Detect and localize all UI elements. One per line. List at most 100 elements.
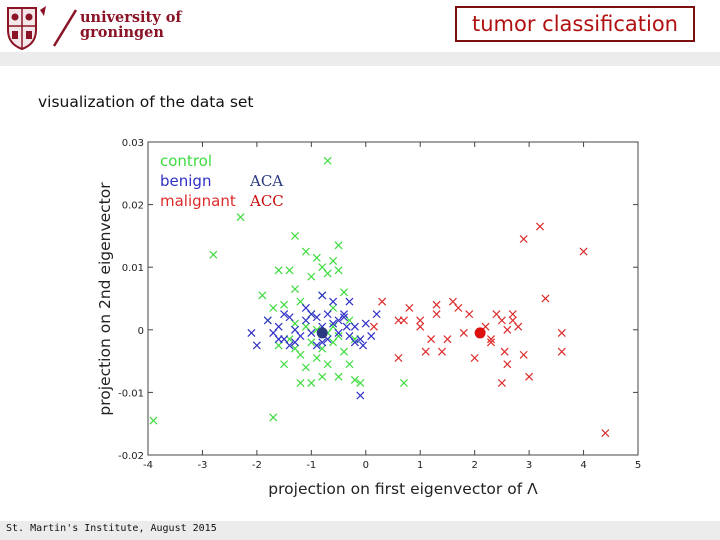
x-tick-label: 0 (363, 460, 369, 471)
point-malignant (508, 310, 517, 319)
scatter-chart: -4 -3 -2 -1 0 1 2 3 4 5 0.03 0.02 0.01 0 -0.01 -0.02 co… (96, 138, 641, 498)
y-tick-label: 0.01 (122, 263, 144, 274)
x-tick-label: 5 (635, 460, 641, 471)
point-malignant (421, 347, 430, 356)
university-line-1: university of (80, 9, 182, 26)
point-malignant (508, 316, 517, 325)
point-control (290, 231, 300, 240)
point-malignant (557, 328, 566, 337)
point-control (329, 338, 338, 347)
point-control (356, 378, 365, 388)
slide-title-box: tumor classification (455, 6, 695, 42)
point-control (318, 344, 327, 353)
legend-malignant: malignant (160, 192, 236, 210)
slide-title: tumor classification (472, 12, 678, 36)
point-malignant (497, 378, 506, 388)
point-control (296, 378, 305, 388)
data-points (149, 156, 610, 438)
legend-control: control (160, 152, 212, 170)
footer-bar (0, 521, 720, 540)
point-benign (323, 310, 332, 319)
university-line-2: groningen (80, 24, 164, 41)
point-control (312, 353, 321, 362)
point-benign (307, 328, 316, 337)
point-control (329, 256, 338, 265)
y-tick-label: 0.02 (122, 201, 144, 212)
point-malignant (432, 300, 441, 309)
point-benign (372, 310, 381, 319)
point-malignant (579, 247, 588, 256)
y-tick-label: -0.02 (118, 451, 144, 462)
point-control (307, 272, 316, 281)
point-benign (339, 313, 349, 322)
point-benign (312, 341, 321, 350)
point-malignant (519, 350, 528, 359)
point-malignant (535, 222, 545, 231)
highlight-aca (316, 327, 328, 339)
point-control (323, 156, 332, 165)
legend-benign: benign (160, 172, 211, 190)
point-benign (356, 335, 365, 344)
point-malignant (486, 335, 496, 344)
point-control (280, 300, 289, 309)
point-malignant (525, 372, 534, 381)
point-benign (280, 310, 289, 319)
point-malignant (465, 310, 474, 319)
point-control (334, 266, 343, 275)
point-malignant (500, 347, 509, 356)
point-control (307, 338, 316, 347)
point-malignant (378, 297, 387, 306)
slide-subtitle: visualization of the data set (38, 93, 254, 111)
point-benign (307, 310, 316, 319)
point-control (280, 360, 289, 369)
axis-ticks: -4 -3 -2 -1 0 1 2 3 4 5 0.03 0.02 0.01 0 -0.01 -0.02 (118, 138, 641, 471)
point-malignant (519, 235, 528, 244)
point-benign (345, 297, 354, 306)
point-control (334, 372, 343, 381)
point-malignant (486, 338, 496, 347)
plot-area (147, 141, 639, 456)
point-benign (359, 341, 368, 350)
point-control (323, 269, 332, 278)
y-tick-label: -0.01 (118, 388, 144, 399)
point-control (323, 360, 332, 369)
point-malignant (427, 335, 436, 344)
point-control (399, 378, 408, 388)
point-benign (252, 341, 261, 350)
point-control (149, 416, 158, 425)
point-control (269, 413, 278, 422)
point-malignant (503, 360, 512, 369)
point-benign (329, 319, 338, 328)
point-malignant (416, 322, 425, 331)
legend: control benign malignant ACA ACC (160, 152, 284, 210)
y-tick-label: 0 (138, 326, 144, 337)
x-tick-label: -4 (143, 460, 153, 471)
point-malignant (557, 347, 566, 356)
point-control (301, 247, 310, 256)
point-benign (329, 297, 338, 306)
point-control (350, 375, 359, 384)
point-benign (361, 319, 370, 328)
x-axis-label: projection on first eigenvector of Λ (268, 480, 538, 498)
point-control (318, 372, 327, 381)
point-benign (274, 335, 283, 344)
point-control (301, 363, 310, 372)
header: university of groningen tumor classifica… (0, 0, 720, 52)
point-malignant (405, 303, 414, 312)
point-benign (342, 322, 351, 331)
point-control (339, 347, 349, 356)
point-malignant (437, 347, 447, 356)
x-tick-label: -2 (252, 460, 262, 471)
point-control (258, 291, 267, 300)
point-benign (350, 338, 359, 347)
footer-text: St. Martin's Institute, August 2015 (6, 523, 217, 534)
x-tick-label: 3 (526, 460, 532, 471)
point-benign (356, 391, 365, 400)
plot-frame (147, 141, 639, 456)
point-malignant (432, 310, 441, 319)
point-control (285, 266, 294, 275)
point-benign (367, 332, 376, 341)
point-malignant (470, 353, 479, 362)
university-crest-icon (7, 6, 46, 50)
legend-acc: ACC (249, 192, 284, 210)
